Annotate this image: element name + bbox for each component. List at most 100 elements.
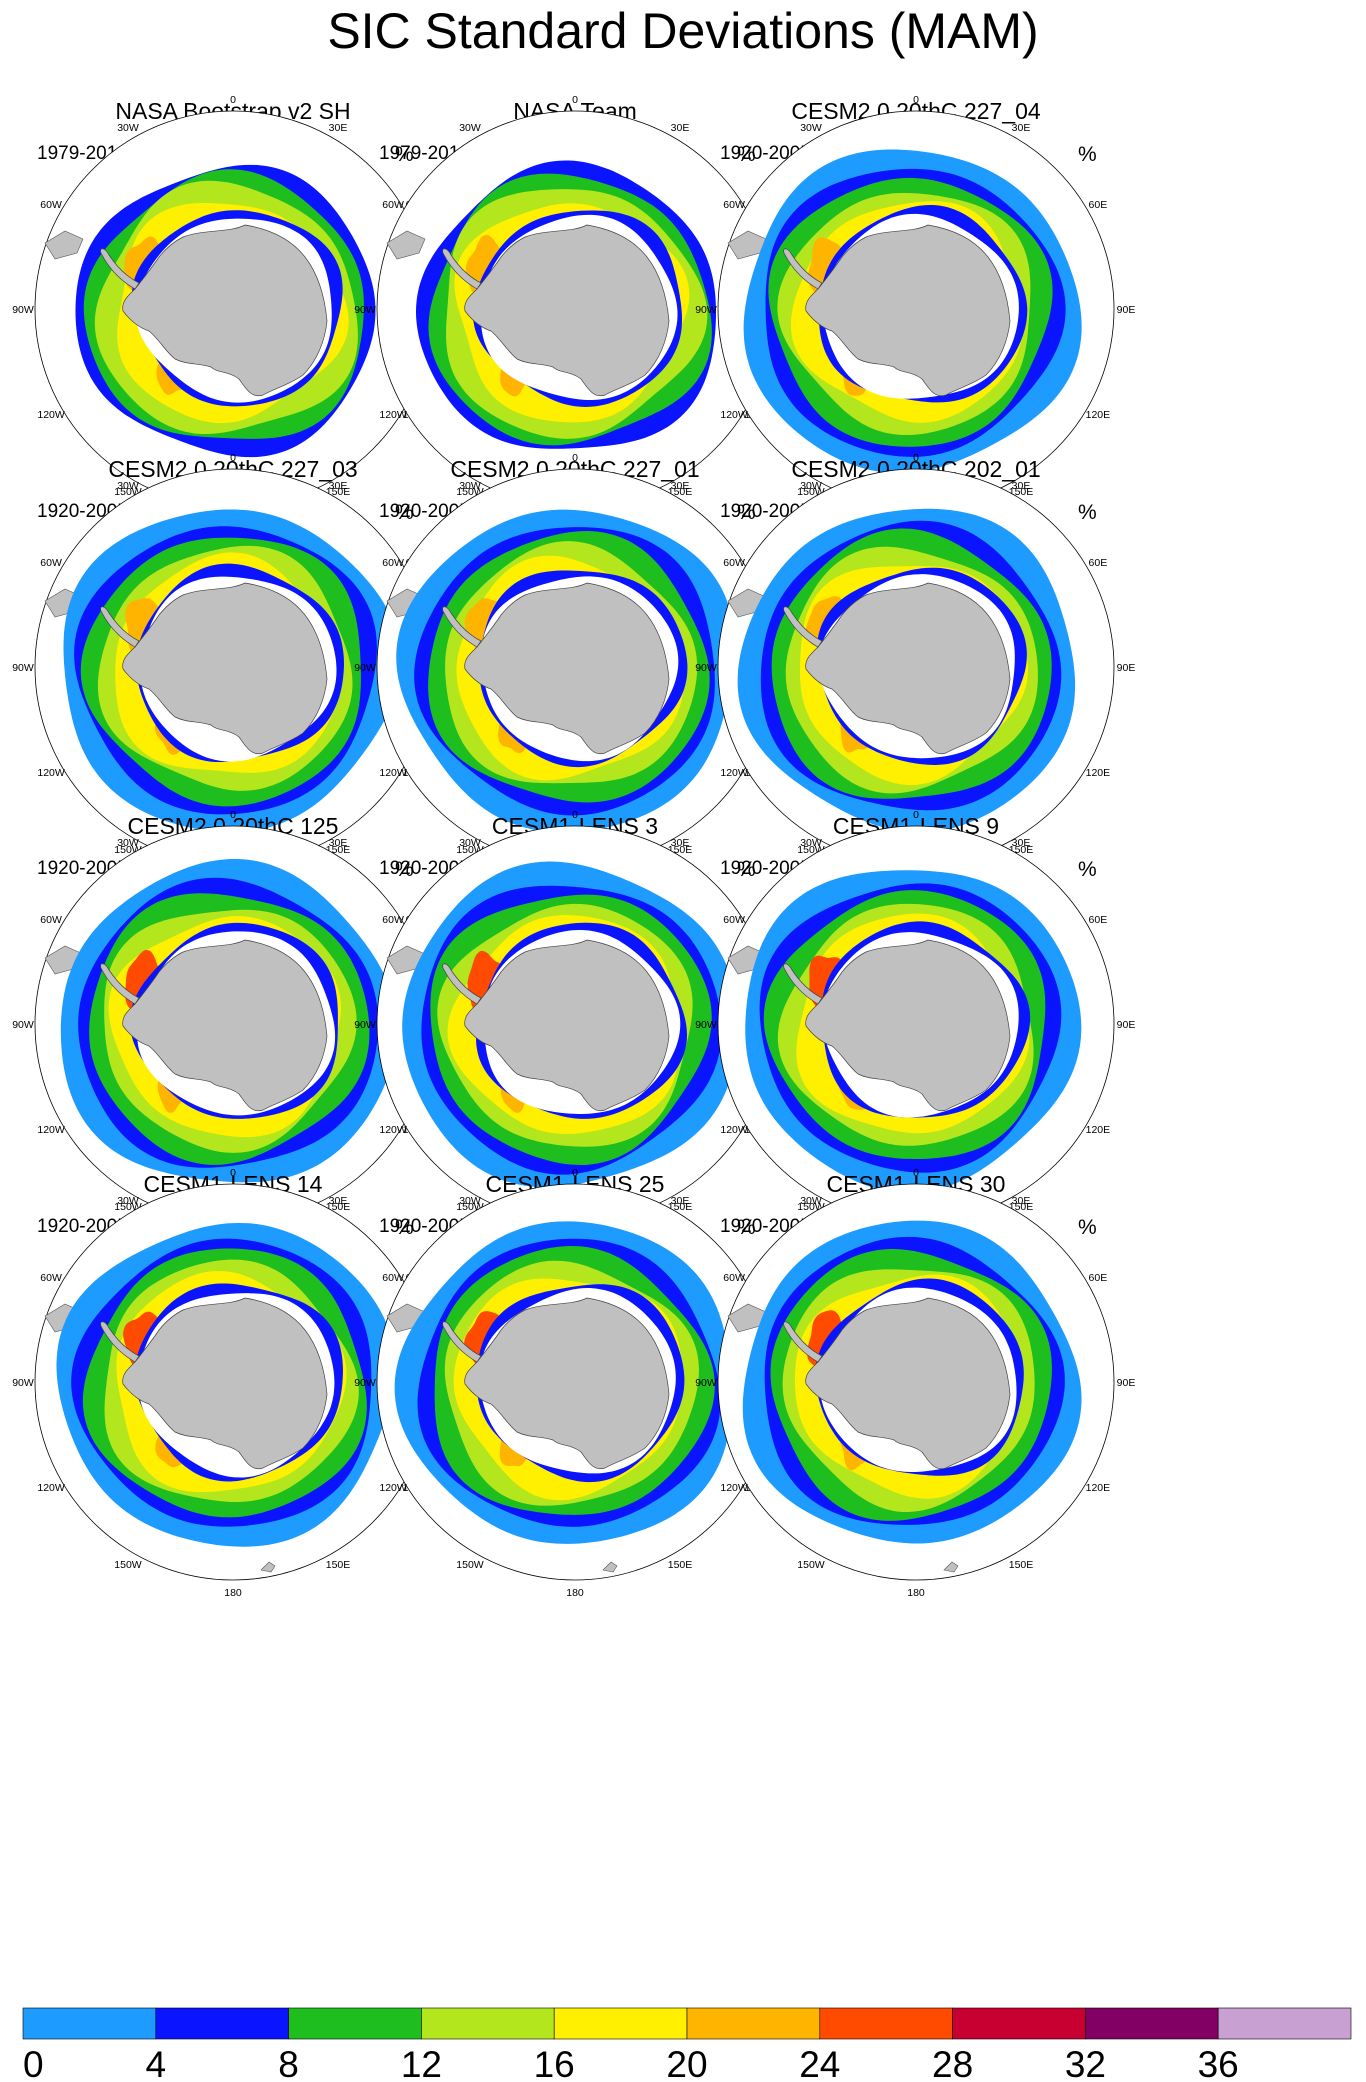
longitude-label: 60W [382, 1272, 404, 1284]
longitude-label: 150E [326, 486, 351, 498]
antarctica [442, 224, 670, 397]
longitude-label: 90W [354, 1019, 376, 1031]
longitude-label: 150W [114, 1559, 142, 1571]
longitude-label: 90W [354, 1377, 376, 1389]
longitude-label: 60E [1089, 199, 1108, 211]
longitude-label: 30E [671, 1195, 690, 1207]
longitude-label: 90W [354, 304, 376, 316]
map-panel: NASA Team1979-2010%030E60E90E120E150E180… [354, 94, 794, 526]
longitude-label: 60W [723, 914, 745, 926]
longitude-label: 90W [12, 662, 34, 674]
longitude-label: 120W [379, 1124, 407, 1136]
longitude-label: 0 [230, 1167, 236, 1179]
longitude-label: 60W [40, 557, 62, 569]
longitude-label: 120W [379, 409, 407, 421]
longitude-label: 120E [1086, 1482, 1111, 1494]
longitude-label: 120W [37, 767, 65, 779]
landmass [943, 1561, 959, 1573]
longitude-label: 150W [456, 1559, 484, 1571]
longitude-label: 180 [224, 1587, 242, 1599]
longitude-label: 30W [117, 122, 139, 134]
landmass [386, 230, 426, 260]
longitude-label: 30E [1012, 480, 1031, 492]
longitude-label: 90W [695, 1377, 717, 1389]
longitude-label: 90W [12, 304, 34, 316]
landmass [602, 1561, 618, 1573]
antarctica [100, 582, 328, 755]
longitude-label: 30W [117, 837, 139, 849]
unit-label: % [395, 1216, 414, 1239]
longitude-label: 0 [572, 94, 578, 106]
longitude-label: 180 [907, 1587, 925, 1599]
longitude-label: 90W [12, 1377, 34, 1389]
longitude-label: 120W [37, 409, 65, 421]
longitude-label: 90W [695, 304, 717, 316]
longitude-label: 150E [1009, 486, 1034, 498]
longitude-label: 60W [723, 199, 745, 211]
longitude-label: 0 [230, 94, 236, 106]
unit-label: % [737, 1216, 756, 1239]
longitude-label: 0 [572, 809, 578, 821]
landmass [260, 1561, 276, 1573]
unit-label: % [1078, 858, 1097, 881]
antarctica [442, 582, 670, 755]
longitude-label: 60W [40, 1272, 62, 1284]
longitude-label: 60W [382, 199, 404, 211]
longitude-label: 0 [230, 452, 236, 464]
antarctica [783, 224, 1011, 397]
longitude-label: 60W [40, 199, 62, 211]
longitude-label: 30W [117, 480, 139, 492]
longitude-label: 0 [913, 94, 919, 106]
longitude-label: 0 [572, 1167, 578, 1179]
unit-label: % [395, 143, 414, 166]
longitude-label: 30W [800, 480, 822, 492]
longitude-label: 150E [326, 1559, 351, 1571]
longitude-label: 0 [572, 452, 578, 464]
longitude-label: 180 [566, 1587, 584, 1599]
longitude-label: 120E [1086, 409, 1111, 421]
longitude-label: 30W [800, 122, 822, 134]
map-panel: CESM2.0 20thC 1251920-2005%030E60E90E120… [12, 809, 452, 1241]
longitude-label: 60W [723, 557, 745, 569]
unit-label: % [737, 858, 756, 881]
map-panel: CESM2.0 20thC 227_041920-2005%030E60E90E… [695, 94, 1135, 526]
map-panel: CESM2.0 20thC 227_031920-2005%030E60E90E… [12, 452, 452, 884]
unit-label: % [1078, 501, 1097, 524]
longitude-label: 30E [1012, 1195, 1031, 1207]
page-title: SIC Standard Deviations (MAM) [327, 3, 1039, 59]
longitude-label: 60E [1089, 1272, 1108, 1284]
longitude-label: 60W [382, 914, 404, 926]
longitude-label: 60W [382, 557, 404, 569]
longitude-label: 30W [800, 837, 822, 849]
longitude-label: 120W [720, 767, 748, 779]
unit-label: % [395, 501, 414, 524]
longitude-label: 150W [797, 1559, 825, 1571]
longitude-label: 60E [1089, 557, 1108, 569]
antarctica [100, 1297, 328, 1470]
map-panel: CESM1-LENS 91920-2005%030E60E90E120E150E… [695, 809, 1136, 1241]
unit-label: % [1078, 143, 1097, 166]
longitude-label: 150E [1009, 1201, 1034, 1213]
longitude-label: 120W [720, 409, 748, 421]
longitude-label: 120E [1086, 767, 1111, 779]
longitude-label: 0 [913, 1167, 919, 1179]
antarctica [100, 939, 328, 1112]
longitude-label: 120E [1086, 1124, 1111, 1136]
longitude-label: 120W [37, 1482, 65, 1494]
longitude-label: 30W [459, 1195, 481, 1207]
longitude-label: 30E [329, 480, 348, 492]
longitude-label: 150E [1009, 1559, 1034, 1571]
longitude-label: 30W [459, 122, 481, 134]
unit-label: % [737, 143, 756, 166]
longitude-label: 90W [695, 662, 717, 674]
map-panel: CESM2.0 20thC 202_011920-2005%030E60E90E… [695, 452, 1135, 884]
longitude-label: 120W [379, 767, 407, 779]
antarctica [442, 1297, 670, 1470]
longitude-label: 90E [1117, 1019, 1136, 1031]
longitude-label: 0 [913, 809, 919, 821]
map-panel: CESM1-LENS 301920-2005%030E60E90E120E150… [695, 1167, 1135, 1599]
longitude-label: 30E [329, 837, 348, 849]
longitude-label: 0 [230, 809, 236, 821]
longitude-label: 150E [668, 1201, 693, 1213]
